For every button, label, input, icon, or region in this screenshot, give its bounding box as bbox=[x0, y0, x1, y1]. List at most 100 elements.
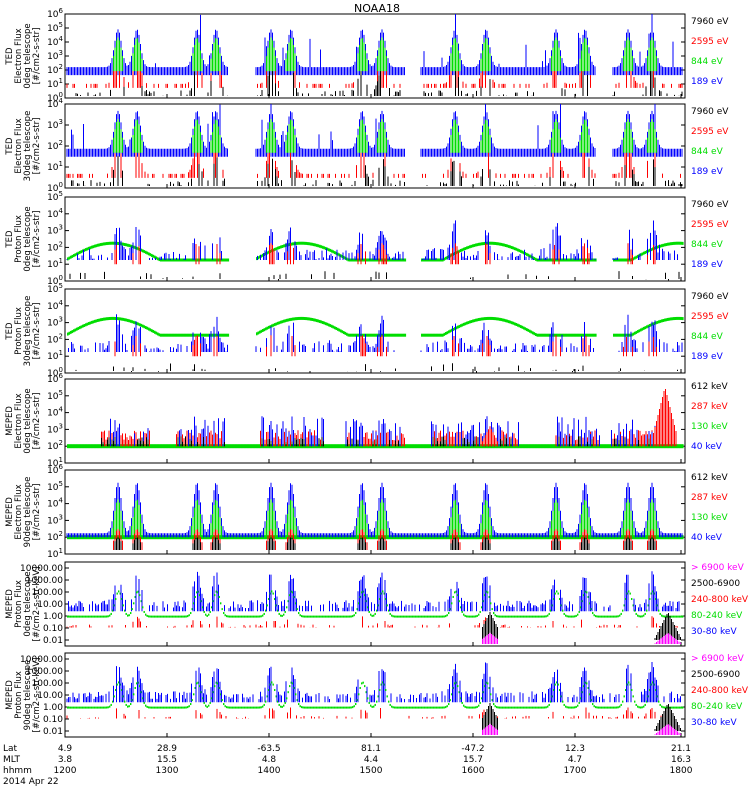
series-844 bbox=[511, 321, 513, 324]
series-844 bbox=[622, 259, 624, 262]
series-844 bbox=[496, 317, 498, 320]
series-130 bbox=[90, 444, 92, 448]
series-844 bbox=[187, 334, 189, 337]
series-130 bbox=[607, 444, 609, 448]
series-844 bbox=[268, 326, 270, 329]
y-tick-label: 105 bbox=[47, 480, 63, 493]
y-tick-label: 102 bbox=[47, 63, 63, 76]
series-844 bbox=[147, 252, 149, 255]
series-844 bbox=[225, 259, 227, 262]
series-844 bbox=[82, 325, 84, 328]
series-130 bbox=[540, 444, 542, 448]
series-844 bbox=[322, 321, 324, 324]
series-844 bbox=[472, 320, 474, 323]
series-130 bbox=[606, 444, 608, 448]
y-tick-label: 103 bbox=[47, 224, 63, 237]
series-130 bbox=[238, 444, 240, 448]
series-844 bbox=[390, 334, 392, 337]
series-844 bbox=[339, 329, 341, 332]
series-844 bbox=[616, 334, 618, 337]
series-130 bbox=[418, 444, 420, 448]
series-130 bbox=[538, 444, 540, 448]
series-844 bbox=[421, 334, 423, 337]
series-844 bbox=[160, 334, 162, 337]
series-844 bbox=[145, 326, 147, 329]
legend-entry: 130 keV bbox=[691, 513, 728, 523]
series-844 bbox=[297, 317, 299, 320]
series-844 bbox=[465, 322, 467, 325]
series-844 bbox=[589, 334, 591, 337]
series-844 bbox=[667, 243, 669, 246]
series-844 bbox=[84, 324, 86, 327]
series-130 bbox=[78, 444, 80, 448]
series-844 bbox=[354, 334, 356, 337]
series-844 bbox=[324, 246, 326, 249]
series-844 bbox=[477, 243, 479, 246]
series-844 bbox=[139, 323, 141, 326]
series-844 bbox=[349, 334, 351, 337]
plot-title: NOAA18 bbox=[354, 2, 400, 15]
series-844 bbox=[93, 320, 95, 323]
series-844 bbox=[295, 317, 297, 320]
series-844 bbox=[307, 317, 309, 320]
series-844 bbox=[370, 334, 372, 337]
series-844 bbox=[283, 320, 285, 323]
series-844 bbox=[321, 245, 323, 248]
series-844 bbox=[463, 248, 465, 251]
legend-entry: 189 eV bbox=[691, 167, 724, 177]
series-130 bbox=[541, 444, 543, 448]
series-844 bbox=[121, 318, 123, 321]
series-844 bbox=[621, 334, 623, 337]
y-tick-label: 104 bbox=[47, 207, 63, 220]
series-130 bbox=[240, 444, 242, 448]
series-844 bbox=[277, 322, 279, 325]
series-844 bbox=[663, 319, 665, 322]
series-844 bbox=[519, 249, 521, 252]
series-844 bbox=[475, 319, 477, 322]
series-844 bbox=[277, 247, 279, 250]
series-130 bbox=[529, 444, 531, 448]
series-130 bbox=[409, 444, 411, 448]
series-844 bbox=[279, 321, 281, 324]
series-844 bbox=[540, 334, 542, 337]
series-844 bbox=[154, 331, 156, 334]
series-844 bbox=[516, 323, 518, 326]
series-844 bbox=[97, 244, 99, 247]
series-844 bbox=[85, 323, 87, 326]
series-844 bbox=[396, 334, 398, 337]
series-844 bbox=[664, 243, 666, 246]
series-844 bbox=[483, 317, 485, 320]
series-130 bbox=[411, 444, 413, 448]
series-844 bbox=[183, 334, 185, 337]
series-844 bbox=[93, 245, 95, 248]
series-844 bbox=[469, 321, 471, 324]
series-130 bbox=[343, 444, 345, 448]
series-130 bbox=[69, 444, 71, 448]
series-844 bbox=[478, 243, 480, 246]
series-130 bbox=[535, 444, 537, 448]
series-844 bbox=[105, 317, 107, 320]
series-844 bbox=[181, 334, 183, 337]
series-844 bbox=[466, 322, 468, 325]
series-844 bbox=[513, 322, 515, 325]
series-844 bbox=[328, 323, 330, 326]
series-844 bbox=[496, 242, 498, 245]
series-130 bbox=[337, 444, 339, 448]
legend-entry: 189 eV bbox=[691, 77, 724, 87]
series-130 bbox=[412, 444, 414, 448]
series-844 bbox=[99, 319, 101, 322]
series-844 bbox=[405, 334, 407, 337]
series-844 bbox=[679, 317, 681, 320]
series-844 bbox=[180, 334, 182, 337]
series-844 bbox=[300, 317, 302, 320]
series-844 bbox=[682, 242, 684, 245]
series-130 bbox=[336, 444, 338, 448]
series-844 bbox=[525, 327, 527, 330]
series-844 bbox=[340, 329, 342, 332]
series-844 bbox=[189, 259, 191, 262]
series-844 bbox=[543, 334, 545, 337]
series-844 bbox=[447, 331, 449, 334]
